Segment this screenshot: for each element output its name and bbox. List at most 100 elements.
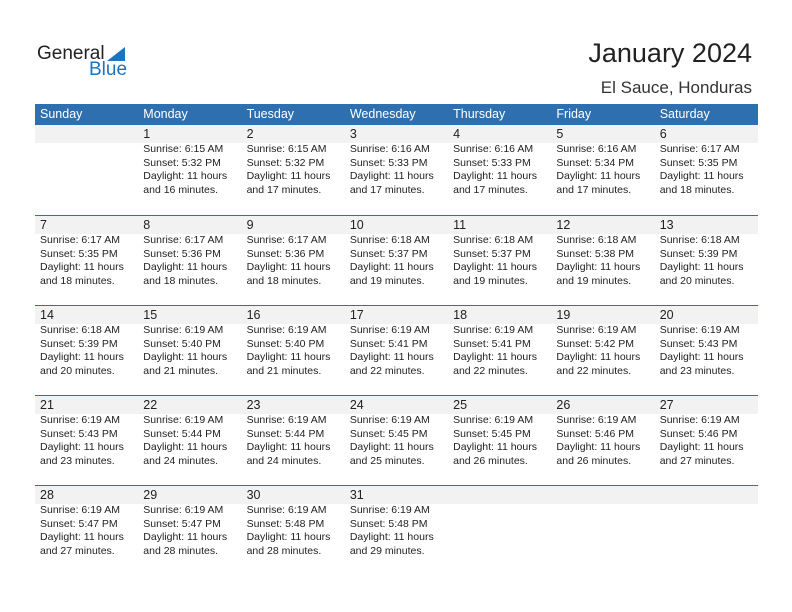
daylight-minutes: and 19 minutes. — [453, 274, 528, 287]
sunrise: Sunrise: 6:19 AM — [40, 504, 120, 516]
daylight-minutes: and 23 minutes. — [40, 454, 115, 467]
daylight-minutes: and 19 minutes. — [556, 274, 632, 287]
day-number: 22 — [143, 398, 158, 412]
daylight-minutes: and 19 minutes. — [349, 274, 425, 287]
daylight-minutes: and 26 minutes. — [556, 454, 632, 467]
sunset: Sunset: 5:42 PM — [556, 337, 635, 350]
daylight-minutes: and 27 minutes. — [659, 454, 735, 467]
day-cell: 4 Sunrise: 6:16 AM Sunset: 5:33 PM Dayli… — [448, 125, 551, 215]
day-cell: 21 Sunrise: 6:19 AM Sunset: 5:43 PM Dayl… — [35, 396, 138, 486]
day-number: 28 — [40, 488, 54, 502]
day-number: 21 — [40, 398, 54, 412]
daylight-minutes: and 18 minutes. — [40, 274, 115, 287]
daylight-minutes: and 27 minutes. — [40, 544, 115, 557]
sunrise: Sunrise: 6:18 AM — [349, 234, 430, 246]
sunset: Sunset: 5:48 PM — [349, 517, 428, 530]
sunrise: Sunrise: 6:19 AM — [349, 504, 430, 516]
sunrise: Sunrise: 6:19 AM — [659, 414, 740, 426]
daylight: Daylight: 11 hours — [659, 170, 744, 182]
sunset: Sunset: 5:33 PM — [349, 156, 428, 169]
sunrise: Sunrise: 6:19 AM — [453, 324, 534, 336]
sunrise: Sunrise: 6:19 AM — [246, 504, 327, 516]
sunset: Sunset: 5:37 PM — [349, 247, 428, 260]
sunrise: Sunrise: 6:16 AM — [349, 143, 430, 155]
day-cell: 1 Sunrise: 6:15 AM Sunset: 5:32 PM Dayli… — [138, 125, 241, 215]
weekday-friday: Friday — [556, 107, 592, 121]
day-cell: 14 Sunrise: 6:18 AM Sunset: 5:39 PM Dayl… — [35, 306, 138, 396]
day-cell: 23 Sunrise: 6:19 AM Sunset: 5:44 PM Dayl… — [242, 396, 345, 486]
sunset: Sunset: 5:33 PM — [453, 156, 531, 169]
empty-cell — [448, 486, 551, 576]
daylight: Daylight: 11 hours — [349, 441, 434, 453]
day-number: 18 — [453, 308, 468, 322]
daylight: Daylight: 11 hours — [349, 531, 434, 543]
sunset: Sunset: 5:40 PM — [143, 337, 221, 350]
daylight: Daylight: 11 hours — [40, 261, 124, 273]
day-cell: 24 Sunrise: 6:19 AM Sunset: 5:45 PM Dayl… — [345, 396, 448, 486]
sunset: Sunset: 5:47 PM — [40, 517, 118, 530]
sunset: Sunset: 5:35 PM — [659, 156, 738, 169]
sunset: Sunset: 5:39 PM — [659, 247, 738, 260]
sunset: Sunset: 5:43 PM — [659, 337, 738, 350]
week-row: 1 Sunrise: 6:15 AM Sunset: 5:32 PM Dayli… — [35, 125, 758, 215]
sunset: Sunset: 5:44 PM — [143, 427, 221, 440]
daylight-minutes: and 20 minutes. — [40, 364, 115, 377]
daylight-minutes: and 29 minutes. — [349, 544, 425, 557]
empty-cell — [551, 486, 654, 576]
sunrise: Sunrise: 6:18 AM — [556, 234, 637, 246]
day-number: 9 — [246, 218, 254, 232]
daylight: Daylight: 11 hours — [453, 351, 537, 363]
day-cell: 3 Sunrise: 6:16 AM Sunset: 5:33 PM Dayli… — [345, 125, 448, 215]
daylight: Daylight: 11 hours — [143, 170, 228, 182]
day-number: 19 — [556, 308, 571, 322]
week-row: 7 Sunrise: 6:17 AM Sunset: 5:35 PM Dayli… — [35, 215, 758, 306]
day-number-band — [35, 306, 758, 324]
day-cell: 19 Sunrise: 6:19 AM Sunset: 5:42 PM Dayl… — [551, 306, 654, 396]
day-number: 24 — [349, 398, 364, 412]
weekday-saturday: Saturday — [659, 107, 710, 121]
sunrise: Sunrise: 6:19 AM — [143, 324, 224, 336]
sunrise: Sunrise: 6:17 AM — [143, 234, 224, 246]
sunset: Sunset: 5:36 PM — [246, 247, 325, 260]
sunrise: Sunrise: 6:17 AM — [40, 234, 120, 246]
daylight-minutes: and 22 minutes. — [556, 364, 632, 377]
daylight-minutes: and 17 minutes. — [246, 183, 322, 196]
daylight: Daylight: 11 hours — [659, 261, 744, 273]
day-number: 2 — [246, 127, 254, 141]
sunrise: Sunrise: 6:18 AM — [659, 234, 740, 246]
day-cell: 29 Sunrise: 6:19 AM Sunset: 5:47 PM Dayl… — [138, 486, 241, 576]
sunset: Sunset: 5:43 PM — [40, 427, 118, 440]
day-number: 13 — [659, 218, 674, 232]
daylight: Daylight: 11 hours — [349, 261, 434, 273]
sunset: Sunset: 5:32 PM — [143, 156, 221, 169]
sunrise: Sunrise: 6:19 AM — [556, 414, 637, 426]
day-cell: 11 Sunrise: 6:18 AM Sunset: 5:37 PM Dayl… — [448, 216, 551, 306]
sunrise: Sunrise: 6:19 AM — [40, 414, 120, 426]
day-cell: 12 Sunrise: 6:18 AM Sunset: 5:38 PM Dayl… — [551, 216, 654, 306]
day-cell: 7 Sunrise: 6:17 AM Sunset: 5:35 PM Dayli… — [35, 216, 138, 306]
daylight-minutes: and 17 minutes. — [453, 183, 528, 196]
sunset: Sunset: 5:46 PM — [556, 427, 635, 440]
weekday-header: Sunday Monday Tuesday Wednesday Thursday Frid… — [35, 104, 758, 125]
day-number: 14 — [40, 308, 54, 322]
sunrise: Sunrise: 6:16 AM — [556, 143, 637, 155]
day-number: 23 — [246, 398, 261, 412]
sunrise: Sunrise: 6:19 AM — [349, 324, 430, 336]
daylight: Daylight: 11 hours — [556, 441, 641, 453]
day-number: 11 — [453, 218, 467, 232]
day-number: 8 — [143, 218, 151, 232]
day-number: 15 — [143, 308, 158, 322]
weekday-wednesday: Wednesday — [349, 107, 416, 121]
empty-cell — [655, 486, 758, 576]
logo-blue: Blue — [89, 59, 128, 80]
day-number: 1 — [143, 127, 151, 141]
daylight: Daylight: 11 hours — [143, 531, 228, 543]
day-cell: 30 Sunrise: 6:19 AM Sunset: 5:48 PM Dayl… — [242, 486, 345, 576]
sunset: Sunset: 5:36 PM — [143, 247, 221, 260]
sunrise: Sunrise: 6:19 AM — [556, 324, 637, 336]
daylight-minutes: and 18 minutes. — [246, 274, 322, 287]
weekday-monday: Monday — [143, 107, 188, 121]
week-row: 21 Sunrise: 6:19 AM Sunset: 5:43 PM Dayl… — [35, 395, 758, 486]
sunset: Sunset: 5:38 PM — [556, 247, 635, 260]
daylight-minutes: and 23 minutes. — [659, 364, 735, 377]
